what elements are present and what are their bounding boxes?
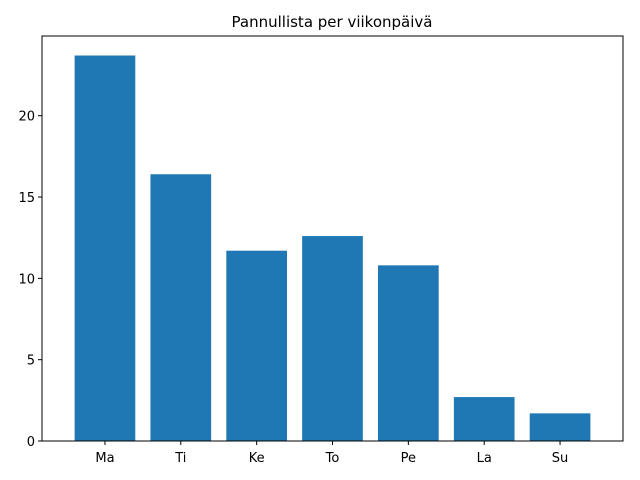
bar-su [529, 413, 591, 441]
x-tick-label: La [477, 451, 492, 466]
y-tick-label: 0 [27, 435, 35, 450]
x-tick-label: Pe [401, 451, 416, 466]
x-tick-label: Ma [95, 451, 114, 466]
bar-ma [74, 55, 136, 442]
chart-title: Pannullista per viikonpäivä [232, 13, 433, 31]
bar-pe [378, 265, 439, 441]
axes-group: Ma Ti Ke To Pe La Su 0 5 10 15 20 [18, 35, 624, 466]
x-tick-label: To [325, 451, 340, 466]
y-tick-label: 5 [27, 354, 35, 369]
bar-la [453, 397, 515, 441]
x-tick-label: Su [552, 451, 569, 466]
y-tick-label: 10 [18, 272, 35, 287]
bars-group [74, 55, 591, 442]
bar-ti [150, 174, 212, 441]
bar-to [302, 236, 363, 441]
y-tick-label: 15 [18, 191, 35, 206]
y-tick-label: 20 [18, 110, 35, 125]
x-tick-label: Ke [249, 451, 265, 466]
bar-ke [226, 250, 287, 441]
x-tick-label: Ti [174, 451, 186, 466]
